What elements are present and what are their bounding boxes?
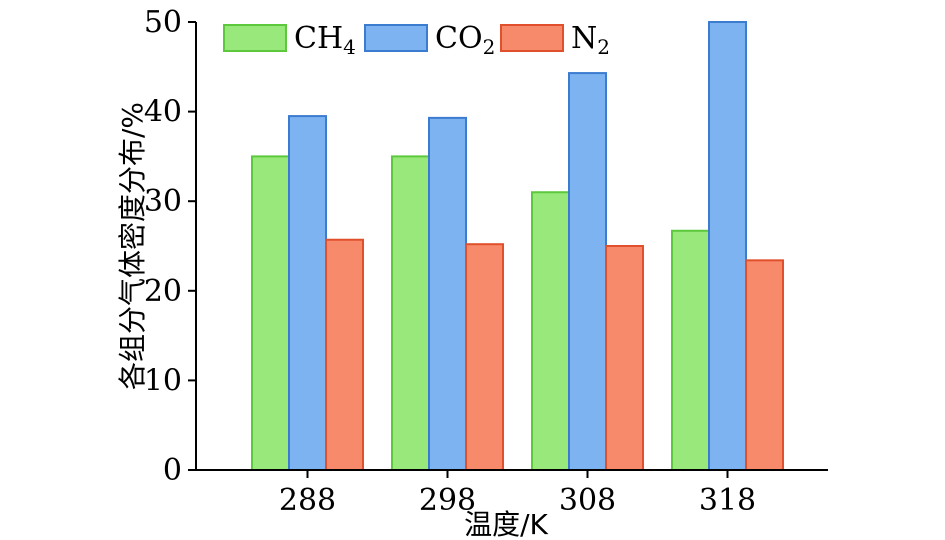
y-axis-title: 各组分气体密度分布/% bbox=[116, 102, 149, 390]
bar-co2-318 bbox=[708, 21, 747, 471]
bar-co2-288 bbox=[288, 115, 327, 472]
y-tick-label: 50 bbox=[144, 5, 182, 40]
bar-co2-308 bbox=[568, 72, 607, 472]
bars-group bbox=[251, 21, 784, 472]
legend-swatch-n2 bbox=[500, 24, 564, 52]
bar-ch4-298 bbox=[391, 155, 430, 471]
bar-ch4-308 bbox=[531, 191, 570, 472]
legend-label-n2: N2 bbox=[571, 21, 610, 59]
x-tick-label: 308 bbox=[559, 483, 616, 518]
legend-swatch-co2 bbox=[364, 24, 428, 52]
bar-ch4-318 bbox=[671, 229, 710, 471]
x-tick-label: 318 bbox=[699, 483, 756, 518]
bar-co2-298 bbox=[428, 116, 467, 471]
y-tick-label: 40 bbox=[144, 95, 182, 130]
bar-ch4-288 bbox=[251, 155, 290, 471]
legend: CH4 CO2 N2 bbox=[223, 21, 610, 59]
bar-n2-308 bbox=[605, 245, 644, 471]
y-tick-label: 30 bbox=[144, 184, 182, 219]
y-ticks-group: 0 10 20 30 40 50 bbox=[144, 5, 196, 488]
axes-group bbox=[195, 22, 828, 471]
y-tick-label: 10 bbox=[144, 363, 182, 398]
x-ticks-group: 288 298 308 318 bbox=[279, 470, 756, 518]
x-tick-label: 298 bbox=[419, 483, 476, 518]
x-tick-label: 288 bbox=[279, 483, 336, 518]
bar-n2-298 bbox=[465, 243, 504, 471]
bar-n2-318 bbox=[745, 259, 784, 471]
legend-swatch-ch4 bbox=[223, 24, 287, 52]
bar-n2-288 bbox=[325, 238, 364, 471]
x-axis-title: 温度/K bbox=[464, 508, 548, 540]
legend-label-co2: CO2 bbox=[435, 21, 495, 59]
legend-label-ch4: CH4 bbox=[294, 21, 356, 59]
y-tick-label: 0 bbox=[163, 453, 182, 488]
y-tick-label: 20 bbox=[144, 274, 182, 309]
